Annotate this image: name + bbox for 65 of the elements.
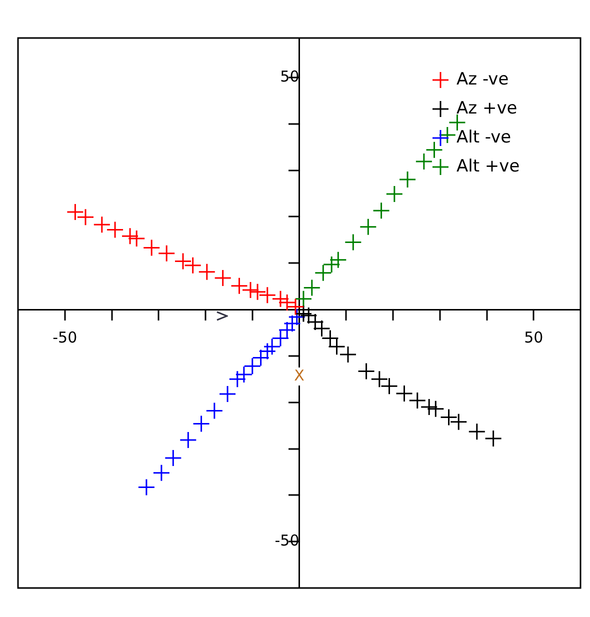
- point: [278, 321, 296, 339]
- point: [244, 357, 262, 375]
- point: [322, 256, 340, 274]
- point: [426, 141, 443, 159]
- point: [440, 408, 458, 426]
- point: [158, 244, 176, 262]
- point: [174, 252, 192, 270]
- point: [415, 152, 433, 170]
- point: [272, 290, 290, 308]
- point: [398, 170, 416, 188]
- point: [426, 400, 444, 418]
- point: [408, 392, 426, 410]
- point: [242, 281, 260, 299]
- point: [179, 431, 197, 449]
- point: [438, 126, 456, 144]
- point: [164, 449, 182, 467]
- point: [303, 278, 321, 296]
- point: [66, 203, 84, 221]
- legend-label: Az -ve: [456, 69, 509, 90]
- point: [184, 256, 202, 274]
- point: [468, 422, 486, 440]
- point: [106, 220, 124, 238]
- point: [198, 263, 216, 281]
- legend-label: Az +ve: [456, 98, 518, 118]
- point: [218, 385, 236, 403]
- point: [128, 230, 146, 248]
- point: [283, 314, 301, 332]
- point: [252, 349, 270, 367]
- point: [294, 290, 312, 308]
- point: [192, 414, 210, 432]
- point: [258, 286, 276, 304]
- point: [484, 430, 502, 448]
- point: [93, 216, 111, 234]
- point: [288, 308, 306, 326]
- point: [214, 269, 232, 287]
- point: [263, 338, 281, 356]
- point: [230, 277, 248, 295]
- x-axis-title: X: [294, 366, 304, 384]
- point: [450, 413, 468, 431]
- point: [142, 239, 160, 257]
- point: [344, 233, 362, 251]
- point: [138, 478, 156, 496]
- point: [420, 398, 438, 416]
- legend-label: Alt -ve: [456, 127, 512, 148]
- point: [121, 227, 139, 245]
- point: [314, 264, 332, 282]
- point: [206, 402, 224, 420]
- point: [76, 208, 94, 226]
- point: [396, 384, 413, 402]
- point: [386, 185, 404, 203]
- point: [329, 251, 347, 269]
- point: [152, 464, 170, 482]
- legend-label: Alt +ve: [456, 156, 520, 176]
- point: [258, 342, 276, 360]
- point: [228, 370, 246, 388]
- point: [359, 218, 377, 236]
- point: [358, 362, 376, 380]
- point: [294, 304, 312, 322]
- point: [248, 283, 266, 301]
- point: [286, 298, 304, 316]
- point: [372, 202, 390, 220]
- point: [272, 330, 290, 348]
- point: [235, 366, 253, 384]
- point: [448, 114, 466, 132]
- point: [278, 294, 296, 312]
